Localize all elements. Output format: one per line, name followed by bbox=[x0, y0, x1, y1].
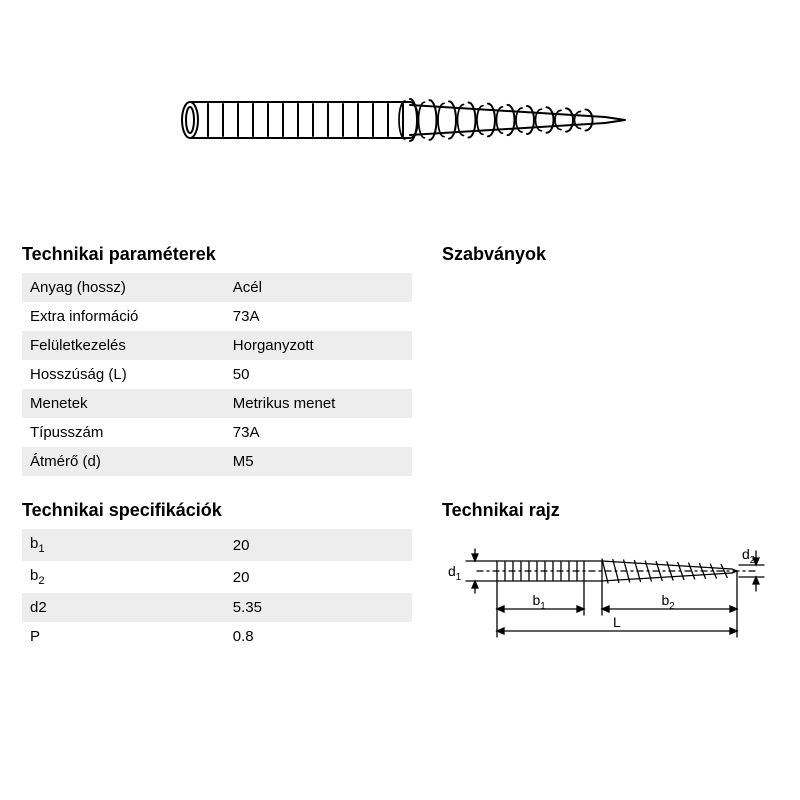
param-value: Metrikus menet bbox=[225, 389, 412, 418]
table-row: Átmérő (d)M5 bbox=[22, 447, 412, 476]
svg-text:d2: d2 bbox=[742, 546, 755, 566]
spec-value: 5.35 bbox=[225, 593, 412, 622]
spec-key: b2 bbox=[22, 561, 225, 593]
table-row: FelületkezelésHorganyzott bbox=[22, 331, 412, 360]
param-key: Hosszúság (L) bbox=[22, 360, 225, 389]
param-key: Felületkezelés bbox=[22, 331, 225, 360]
param-key: Típusszám bbox=[22, 418, 225, 447]
param-value: M5 bbox=[225, 447, 412, 476]
params-heading: Technikai paraméterek bbox=[22, 244, 412, 265]
param-value: Horganyzott bbox=[225, 331, 412, 360]
spec-value: 20 bbox=[225, 529, 412, 561]
param-key: Extra információ bbox=[22, 302, 225, 331]
standards-heading: Szabványok bbox=[442, 244, 778, 265]
table-row: Extra információ73A bbox=[22, 302, 412, 331]
svg-text:d1: d1 bbox=[448, 563, 461, 583]
param-key: Menetek bbox=[22, 389, 225, 418]
param-key: Anyag (hossz) bbox=[22, 273, 225, 302]
spec-key: P bbox=[22, 622, 225, 651]
specs-heading: Technikai specifikációk bbox=[22, 500, 412, 521]
params-table: Anyag (hossz)AcélExtra információ73AFelü… bbox=[22, 273, 412, 476]
specs-table: b120b220d25.35P0.8 bbox=[22, 529, 412, 651]
spec-key: b1 bbox=[22, 529, 225, 561]
table-row: MenetekMetrikus menet bbox=[22, 389, 412, 418]
table-row: Típusszám73A bbox=[22, 418, 412, 447]
table-row: b220 bbox=[22, 561, 412, 593]
table-row: d25.35 bbox=[22, 593, 412, 622]
hanger-bolt-lineart bbox=[160, 80, 640, 160]
param-value: Acél bbox=[225, 273, 412, 302]
spec-value: 0.8 bbox=[225, 622, 412, 651]
param-value: 73A bbox=[225, 418, 412, 447]
table-row: Anyag (hossz)Acél bbox=[22, 273, 412, 302]
svg-text:L: L bbox=[613, 614, 621, 630]
param-key: Átmérő (d) bbox=[22, 447, 225, 476]
table-row: P0.8 bbox=[22, 622, 412, 651]
product-illustration bbox=[22, 20, 778, 220]
table-row: Hosszúság (L)50 bbox=[22, 360, 412, 389]
table-row: b120 bbox=[22, 529, 412, 561]
spec-key: d2 bbox=[22, 593, 225, 622]
technical-drawing: d1d2b1b2L bbox=[442, 529, 778, 663]
param-value: 73A bbox=[225, 302, 412, 331]
param-value: 50 bbox=[225, 360, 412, 389]
dimensioned-drawing-svg: d1d2b1b2L bbox=[442, 529, 772, 659]
drawing-heading: Technikai rajz bbox=[442, 500, 778, 521]
spec-value: 20 bbox=[225, 561, 412, 593]
